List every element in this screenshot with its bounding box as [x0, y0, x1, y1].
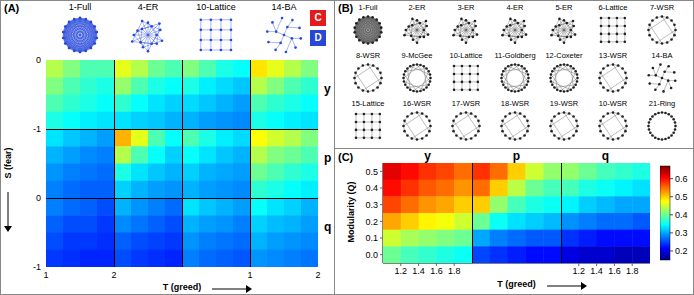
html-text:19-WSR: 19-WSR — [549, 99, 579, 108]
html-text:7-WSR: 7-WSR — [649, 3, 675, 12]
svg-text:1.2: 1.2 — [573, 266, 586, 276]
svg-text:1: 1 — [247, 270, 252, 280]
html-text:y: y — [324, 82, 331, 96]
svg-text:0.4: 0.4 — [365, 183, 378, 193]
svg-text:-1: -1 — [33, 262, 41, 272]
svg-text:1: 1 — [43, 270, 48, 280]
html-text:14-BA: 14-BA — [271, 2, 297, 12]
svg-text:0.3: 0.3 — [675, 228, 688, 238]
svg-text:1.8: 1.8 — [626, 266, 639, 276]
svg-text:1.4: 1.4 — [590, 266, 603, 276]
html-text:21-Ring: 21-Ring — [648, 99, 676, 108]
html-text:16-WSR: 16-WSR — [402, 99, 432, 108]
html-text:3-ER: 3-ER — [457, 3, 475, 12]
html-text:18-WSR: 18-WSR — [500, 99, 530, 108]
html-text:9-McGee: 9-McGee — [401, 51, 433, 60]
svg-text:0.0: 0.0 — [365, 250, 378, 260]
html-text:6-Lattice: 6-Lattice — [598, 3, 628, 12]
svg-text:1.4: 1.4 — [412, 266, 425, 276]
html-text:(C): (C) — [338, 151, 354, 163]
svg-text:0.4: 0.4 — [675, 210, 688, 220]
html-text:p: p — [512, 149, 521, 163]
html-text:1-Full: 1-Full — [68, 2, 92, 12]
svg-text:0: 0 — [36, 193, 41, 203]
html-text:y: y — [424, 149, 431, 163]
svg-text:1.6: 1.6 — [608, 266, 621, 276]
html-text:13-WSR: 13-WSR — [598, 51, 628, 60]
html-text:2-ER: 2-ER — [408, 3, 426, 12]
html-text:q: q — [601, 149, 610, 163]
svg-text:0.5: 0.5 — [365, 167, 378, 177]
html-text:5-ER: 5-ER — [555, 3, 573, 12]
html-text:(B): (B) — [338, 2, 354, 14]
html-text:T (greed): T (greed) — [162, 282, 202, 292]
svg-text:0.1: 0.1 — [365, 233, 378, 243]
html-text:1-Full: 1-Full — [358, 3, 378, 12]
svg-text:0.2: 0.2 — [365, 217, 378, 227]
svg-text:0.2: 0.2 — [675, 246, 688, 256]
svg-text:0: 0 — [36, 55, 41, 65]
svg-text:1.6: 1.6 — [430, 266, 443, 276]
html-text:C: C — [314, 12, 322, 23]
html-text:11-Goldberg: 11-Goldberg — [494, 51, 536, 60]
html-text:15-Lattice: 15-Lattice — [351, 99, 385, 108]
html-text:8-WSR: 8-WSR — [355, 51, 381, 60]
html-text:D: D — [314, 32, 322, 43]
html-text:S (fear): S (fear) — [3, 147, 13, 178]
html-text:10-WSR: 10-WSR — [598, 99, 628, 108]
svg-text:-1: -1 — [33, 124, 41, 134]
svg-text:1.2: 1.2 — [395, 266, 408, 276]
svg-text:0.3: 0.3 — [365, 200, 378, 210]
html-text:12-Coxeter: 12-Coxeter — [545, 51, 583, 60]
html-text:10-Lattice: 10-Lattice — [449, 51, 483, 60]
svg-text:2: 2 — [315, 270, 320, 280]
svg-text:2: 2 — [111, 270, 116, 280]
html-text:17-WSR: 17-WSR — [451, 99, 481, 108]
html-text:Modularity (Q): Modularity (Q) — [346, 181, 356, 243]
svg-text:0.5: 0.5 — [675, 192, 688, 202]
html-text:p: p — [324, 151, 332, 165]
html-text:14-BA: 14-BA — [651, 51, 673, 60]
svg-text:0.6: 0.6 — [675, 174, 688, 184]
html-text:T (greed): T (greed) — [497, 279, 536, 289]
html-text:4-ER: 4-ER — [506, 3, 524, 12]
svg-text:1.8: 1.8 — [448, 266, 461, 276]
html-text:q: q — [324, 220, 332, 234]
html-text:10-Lattice: 10-Lattice — [196, 2, 236, 12]
html-text:(A): (A) — [4, 2, 20, 14]
html-text:4-ER: 4-ER — [137, 2, 159, 12]
